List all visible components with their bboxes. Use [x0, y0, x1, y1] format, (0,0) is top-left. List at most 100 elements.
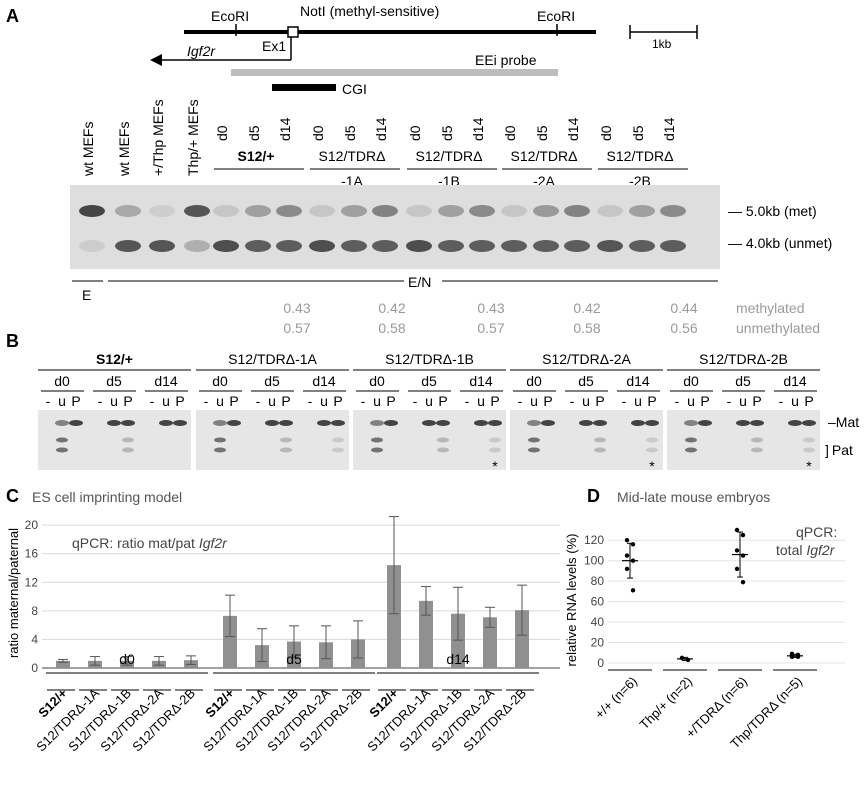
allele-lane-code: u	[110, 393, 118, 409]
y-tick-label: 0	[31, 661, 38, 675]
allele-lane-code: -	[779, 393, 784, 409]
group-label: S12/TDRΔ	[607, 148, 674, 164]
mat-band	[802, 420, 816, 426]
band-unmet	[184, 240, 210, 252]
asterisk-mark: *	[806, 458, 812, 474]
pat-band	[646, 437, 658, 443]
band-met	[79, 205, 105, 217]
mat-band	[422, 420, 436, 426]
day-lane-label: d0	[310, 125, 326, 141]
allele-group-label: S12/TDRΔ-1A	[228, 351, 317, 367]
allele-day-label: d14	[312, 373, 336, 389]
methylated-value: 0.43	[283, 300, 310, 316]
chart-d-inner-line2: total Igf2r	[776, 542, 836, 558]
allele-lane-code: P	[700, 393, 709, 409]
control-lane-label: wt MEFs	[80, 122, 96, 177]
band-unmet	[438, 240, 464, 252]
pat-band	[528, 437, 540, 443]
allele-lane-code: -	[98, 393, 103, 409]
mat-band	[227, 420, 241, 426]
day-lane-label: d14	[277, 117, 293, 141]
y-tick-label: 40	[591, 615, 605, 629]
unmethylated-value: 0.57	[477, 320, 504, 336]
time-group-label: d0	[119, 651, 135, 667]
methylated-value: 0.44	[670, 300, 697, 316]
mat-band-label: –Mat	[828, 414, 859, 430]
band-unmet	[213, 240, 239, 252]
gene-label: Igf2r	[187, 43, 216, 59]
mat-band	[107, 420, 121, 426]
panel-a-label: A	[6, 6, 19, 26]
allele-lane-code: -	[204, 393, 209, 409]
allele-lane-code: P	[71, 393, 80, 409]
y-tick-label: 60	[591, 595, 605, 609]
mat-band	[384, 420, 398, 426]
allele-lane-code: -	[622, 393, 627, 409]
allele-lane-code: u	[58, 393, 66, 409]
mat-band	[121, 420, 135, 426]
data-point	[734, 548, 740, 553]
band-met	[309, 205, 335, 217]
allele-lane-code: u	[320, 393, 328, 409]
pat-band	[803, 447, 815, 453]
data-point	[734, 566, 740, 572]
probe-label: EEi probe	[475, 52, 537, 68]
band-met	[533, 205, 559, 217]
pat-band	[56, 437, 68, 443]
y-axis-label: ratio maternal/paternal	[6, 528, 21, 658]
allele-lane-code: u	[530, 393, 538, 409]
y-tick-label: 120	[584, 533, 604, 547]
mat-band	[736, 420, 750, 426]
panel-c-title: ES cell imprinting model	[32, 489, 182, 505]
allele-day-label: d0	[683, 373, 699, 389]
chart-d: 0 20 40 60 80 100 120 relative RNA levels (%) +/…	[564, 527, 845, 751]
methylated-label: methylated	[736, 300, 804, 316]
pat-band	[122, 447, 134, 453]
allele-lane-code: -	[361, 393, 366, 409]
mat-band	[279, 420, 293, 426]
allele-lane-code: u	[216, 393, 224, 409]
allele-lane-code: u	[634, 393, 642, 409]
allele-day-label: d14	[783, 373, 807, 389]
band-met	[213, 205, 239, 217]
pat-band	[437, 437, 449, 443]
mat-band	[173, 420, 187, 426]
y-tick-label: 0	[597, 656, 604, 670]
panel-b-label: B	[6, 331, 19, 351]
band-met	[406, 205, 432, 217]
unmethylated-value: 0.56	[670, 320, 697, 336]
pat-band	[685, 437, 697, 443]
allele-lane-code: u	[791, 393, 799, 409]
mat-band	[527, 420, 541, 426]
control-lane-label: +/Thp MEFs	[150, 99, 166, 176]
y-tick-label: 20	[25, 518, 39, 532]
pat-band	[594, 437, 606, 443]
pat-band	[280, 437, 292, 443]
mat-band	[436, 420, 450, 426]
allele-lane-code: P	[123, 393, 132, 409]
band-met	[660, 205, 686, 217]
allele-day-label: d0	[369, 373, 385, 389]
data-point	[740, 579, 746, 585]
methylated-value: 0.42	[378, 300, 405, 316]
unmethylated-value: 0.58	[573, 320, 600, 336]
data-point	[740, 532, 746, 538]
allele-lane-code: P	[752, 393, 761, 409]
band-met	[629, 205, 655, 217]
mat-band	[317, 420, 331, 426]
time-group-label: d14	[446, 651, 470, 667]
allele-lane-code: -	[518, 393, 523, 409]
band-met	[501, 205, 527, 217]
band-unmet	[597, 240, 623, 252]
time-group-label: d5	[286, 651, 302, 667]
bar	[387, 565, 401, 668]
band-met	[341, 205, 367, 217]
pat-band	[685, 447, 697, 453]
allele-lane-code: u	[582, 393, 590, 409]
unmethylated-label: unmethylated	[736, 320, 820, 336]
allele-day-label: d5	[735, 373, 751, 389]
day-lane-label: d5	[342, 125, 358, 141]
band-unmet	[629, 240, 655, 252]
